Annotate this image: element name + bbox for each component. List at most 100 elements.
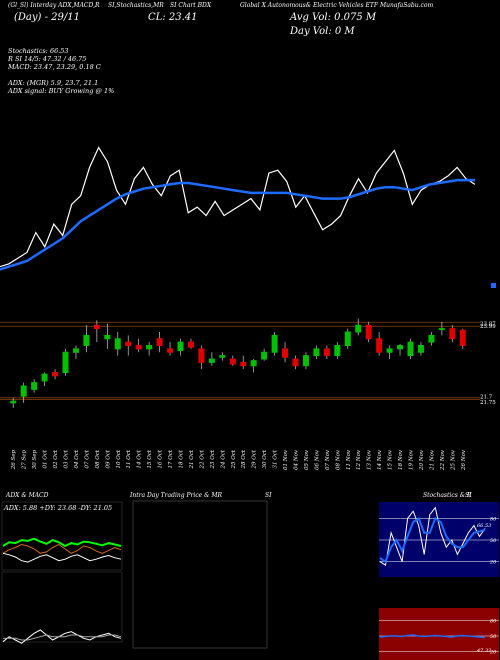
x-tick-label: 02 Oct (53, 449, 59, 468)
candle-body (10, 400, 17, 404)
x-tick-label: 24 Oct (220, 449, 226, 469)
x-tick-label: 12 Nov (356, 449, 362, 470)
reference-label: 21.75 (480, 400, 496, 406)
header-title-2: SI,Stochastics,MR (108, 2, 164, 9)
candle-body (344, 331, 351, 346)
average-legend-swatch (491, 283, 496, 288)
intraday-panel: Intra Day Trading Price & MR SI (129, 492, 272, 649)
header-title-4: Global X Autonomous& Electric Vehicles E… (240, 2, 434, 9)
rsi-tick-label: 20 (489, 650, 497, 656)
price-line-chart (0, 146, 476, 271)
candle-body (334, 345, 341, 357)
candle-body (208, 358, 215, 363)
candle-body (229, 358, 236, 365)
x-tick-label: 07 Nov (325, 449, 331, 470)
candle-body (240, 361, 247, 367)
x-tick-label: 17 Oct (168, 449, 174, 468)
candle-body (125, 341, 132, 346)
reference-label: 21.7 (480, 395, 493, 401)
x-tick-label: 13 Nov (367, 449, 373, 470)
header-date: (Day) - 29/11 (14, 12, 80, 23)
x-tick-label: 10 Oct (116, 449, 122, 468)
adx-signal-readout: ADX signal: BUY Growing @ 1% (8, 87, 115, 95)
x-tick-label: 20 Nov (419, 449, 425, 471)
macd-readout: MACD: 23.47, 23.29, 0.18 C (8, 63, 101, 71)
adx-macd-panel: ADX & MACD ADX: 5.88 +DY: 23.68 -DY: 21.0… (1, 492, 123, 644)
x-tick-label: 25 Oct (231, 449, 237, 469)
reference-label: 23.87 (480, 321, 496, 327)
candle-body (376, 338, 383, 353)
x-tick-label: 01 Nov (283, 449, 289, 470)
x-tick-label: 15 Oct (147, 449, 153, 468)
x-tick-label: 11 Oct (126, 449, 132, 468)
reference-label: 23.99 (480, 324, 496, 330)
rsi-background (379, 608, 499, 660)
x-tick-label: 09 Oct (105, 449, 111, 468)
x-tick-label: 11 Nov (346, 449, 352, 470)
x-tick-label: 30 Oct (262, 449, 268, 468)
header-title-1: (Gl_Sl) Interday ADX,MACD,R (8, 2, 100, 9)
candle-body (31, 382, 38, 390)
x-tick-label: 07 Oct (84, 449, 90, 468)
adx-line-0 (2, 537, 122, 548)
x-tick-label: 27 Sep (22, 450, 28, 471)
x-tick-label: 15 Nov (388, 449, 394, 470)
x-tick-label: 21 Nov (429, 449, 435, 471)
x-tick-label: 04 Nov (294, 449, 300, 470)
candle-body (156, 338, 163, 346)
candle-body (313, 348, 320, 357)
candle-body (219, 355, 226, 358)
candle-body (428, 334, 435, 343)
adx-frame (1, 501, 123, 571)
candle-body (135, 345, 142, 350)
panel-title-intraday-suffix: SI (265, 492, 272, 499)
candle-body (459, 329, 466, 346)
candle-body (271, 334, 278, 353)
adx-readout: ADX: (MGR) 5.9, 23.7, 21.1 (8, 79, 99, 87)
x-tick-label: 23 Oct (210, 449, 216, 469)
stochastics-readout: Stochastics: 66.53 (8, 47, 69, 55)
candle-body (52, 372, 59, 377)
macd-signal-line (3, 634, 122, 641)
x-tick-label: 29 Oct (252, 449, 258, 469)
panel-title-stochastics-suffix: SI (465, 492, 472, 499)
x-tick-label: 19 Nov (409, 449, 415, 470)
candle-body (302, 355, 309, 367)
header-title-3: SI Chart BDX (170, 2, 212, 9)
candle-body (187, 341, 194, 348)
candle-body (261, 351, 268, 360)
stochastics-background (379, 502, 499, 577)
candle-body (438, 328, 445, 331)
x-tick-label: 22 Oct (199, 449, 205, 469)
candle-body (72, 348, 79, 353)
macd-line (2, 629, 122, 644)
x-tick-label: 26 Sep (11, 450, 17, 471)
adx-line-1 (2, 543, 122, 554)
candle-body (104, 334, 111, 340)
intraday-frame (132, 500, 268, 649)
x-tick-label: 16 Oct (158, 449, 164, 468)
x-tick-label: 25 Nov (450, 449, 456, 471)
x-tick-label: 03 Oct (64, 449, 70, 468)
header-close: CL: 23.41 (148, 12, 198, 23)
x-tick-label: 08 Oct (95, 449, 101, 468)
x-tick-label: 26 Nov (461, 449, 467, 471)
stoch-tick-label: 80 (490, 516, 497, 522)
candle-body (20, 385, 27, 397)
rsi-tick-label: 80 (490, 618, 497, 624)
candle-body (114, 338, 121, 350)
candle-body (323, 348, 330, 357)
x-tick-label: 22 Nov (440, 449, 446, 471)
macd-frame (1, 571, 123, 643)
x-tick-label: 05 Nov (304, 449, 310, 470)
candle-body (449, 328, 456, 340)
x-tick-label: 30 Sep (32, 450, 38, 470)
candle-body (397, 345, 404, 350)
candle-body (198, 348, 205, 363)
candle-body (417, 345, 424, 353)
candle-body (250, 360, 257, 367)
x-tick-label: 28 Oct (241, 449, 247, 469)
series-line-average (0, 178, 475, 271)
rsi-tick-label: 50 (490, 634, 497, 640)
